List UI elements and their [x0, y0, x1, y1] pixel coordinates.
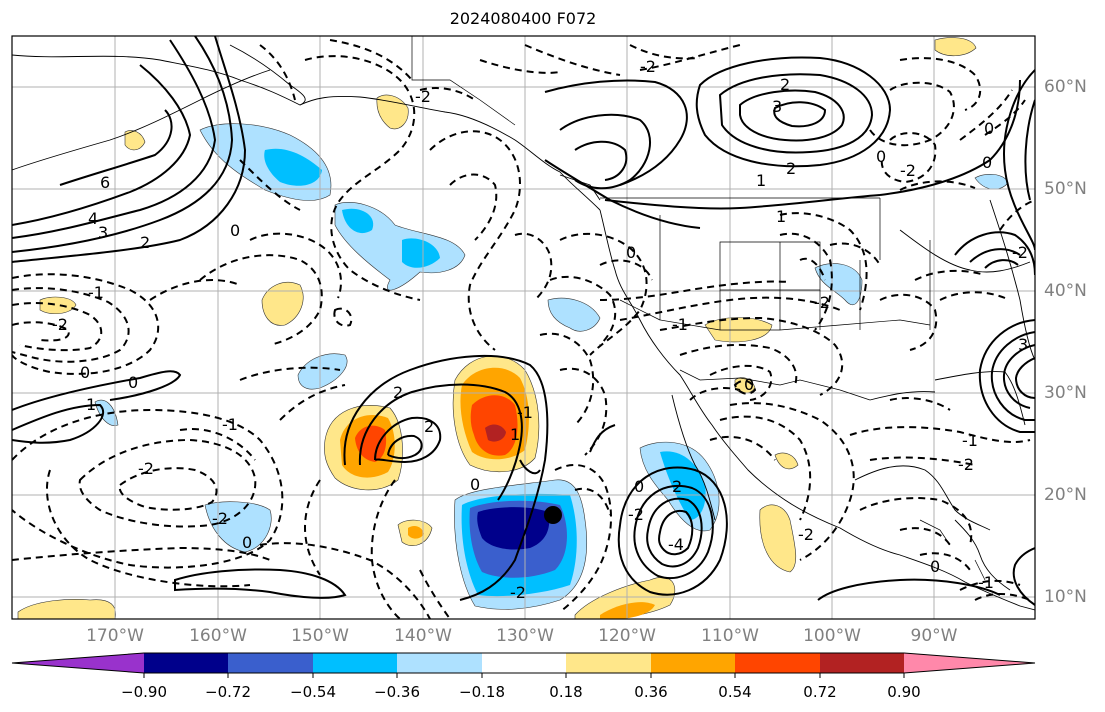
- map-frame: [11, 35, 1036, 620]
- contour-label: -2: [510, 583, 526, 602]
- contour-label: -2: [798, 525, 814, 544]
- contour-label: 0: [982, 153, 992, 172]
- contour-label: -1: [962, 431, 978, 450]
- contour-label: 1: [776, 207, 786, 226]
- contour-label: -1: [88, 283, 104, 302]
- contour-label: 3: [772, 97, 782, 116]
- colorbar-tick-label: −0.18: [459, 683, 505, 701]
- colorbar-bin: [482, 653, 566, 673]
- colorbar-tick-label: 0.18: [549, 683, 583, 701]
- contour-label: 1: [510, 425, 520, 444]
- lon-label: 100°W: [803, 626, 861, 646]
- contour-label: -2: [640, 57, 656, 76]
- contour-label: 6: [100, 173, 110, 192]
- colorbar-extend-high: [904, 653, 1035, 673]
- contour-label: -1: [672, 315, 688, 334]
- colorbar-tick-label: −0.90: [121, 683, 167, 701]
- graticule: [12, 36, 1035, 619]
- contour-label: -2: [900, 161, 916, 180]
- contour-label: 2: [393, 383, 403, 402]
- lat-label: 10°N: [1044, 587, 1087, 607]
- contour-label: 2: [424, 417, 434, 436]
- lon-label: 170°W: [86, 626, 144, 646]
- contour-label: -2: [52, 315, 68, 334]
- contour-label: 0: [876, 147, 886, 166]
- contour-label: -4: [668, 535, 684, 554]
- contour-label: 0: [984, 119, 994, 138]
- political-borders: [411, 36, 986, 581]
- colorbar-tick-label: −0.72: [205, 683, 251, 701]
- contour-label: 3: [98, 223, 108, 242]
- contour-label: 2: [672, 477, 682, 496]
- contour-label: 0: [128, 373, 138, 392]
- contour-label: -2: [138, 459, 154, 478]
- contour-label: 1: [86, 395, 96, 414]
- lat-label: 60°N: [1044, 77, 1087, 97]
- contour-label: 0: [80, 363, 90, 382]
- colorbar-bin: [228, 653, 313, 673]
- contour-labels: 6 4 3 2 0 -1 -2 0 1 0 -1 -2 -2 0 2 2 -1 …: [52, 57, 1028, 602]
- contour-label: 1: [756, 171, 766, 190]
- colorbar: [11, 652, 1036, 678]
- contour-label: 0: [230, 221, 240, 240]
- contour-label: 0: [470, 475, 480, 494]
- colorbar-bin: [566, 653, 651, 673]
- lon-label: 110°W: [701, 626, 759, 646]
- dashed-contours: [12, 39, 1035, 619]
- contour-label: -2: [958, 455, 974, 474]
- colorbar-bin: [820, 653, 904, 673]
- contour-label: -2: [1012, 243, 1028, 262]
- lat-label: 20°N: [1044, 485, 1087, 505]
- colorbar-extend-low: [12, 653, 144, 673]
- colorbar-bin: [735, 653, 820, 673]
- colorbar-tick-label: 0.90: [887, 683, 921, 701]
- colorbar-bin: [397, 653, 482, 673]
- contour-label: 0: [242, 533, 252, 552]
- lat-label: 30°N: [1044, 383, 1087, 403]
- solid-contours: [12, 36, 1035, 606]
- colorbar-tick-label: 0.72: [803, 683, 837, 701]
- lat-label: 40°N: [1044, 281, 1087, 301]
- contour-label: -2: [415, 87, 431, 106]
- contour-label: 2: [780, 75, 790, 94]
- contour-label: 0: [930, 557, 940, 576]
- colorbar-bin: [313, 653, 397, 673]
- contour-label: -1: [978, 573, 994, 592]
- lon-label: 90°W: [910, 626, 958, 646]
- contour-label: 3: [1018, 335, 1028, 354]
- colorbar-bin: [651, 653, 735, 673]
- colorbar-tick-label: 0.54: [718, 683, 752, 701]
- contour-label: -1: [517, 403, 533, 422]
- contour-label: 4: [88, 209, 98, 228]
- contour-label: 2: [140, 233, 150, 252]
- contour-label: -2: [814, 293, 830, 312]
- lon-label: 130°W: [496, 626, 554, 646]
- colorbar-bin: [144, 653, 228, 673]
- shaded-anomalies: [17, 37, 1009, 619]
- lon-label: 140°W: [394, 626, 452, 646]
- storm-marker: [544, 506, 562, 524]
- lon-label: 120°W: [598, 626, 656, 646]
- contour-label: 0: [744, 375, 754, 394]
- colorbar-tick-label: 0.36: [634, 683, 668, 701]
- colorbar-tick-label: −0.36: [374, 683, 420, 701]
- colorbar-tick-label: −0.54: [290, 683, 336, 701]
- contour-label: -2: [628, 505, 644, 524]
- lat-label: 50°N: [1044, 179, 1087, 199]
- contour-label: 0: [634, 477, 644, 496]
- lon-label: 160°W: [189, 626, 247, 646]
- plot-title: 2024080400 F072: [449, 9, 597, 28]
- contour-label: -2: [212, 509, 228, 528]
- lon-label: 150°W: [291, 626, 349, 646]
- contour-label: -1: [222, 415, 238, 434]
- contour-label: 0: [626, 243, 636, 262]
- contour-label: 2: [786, 159, 796, 178]
